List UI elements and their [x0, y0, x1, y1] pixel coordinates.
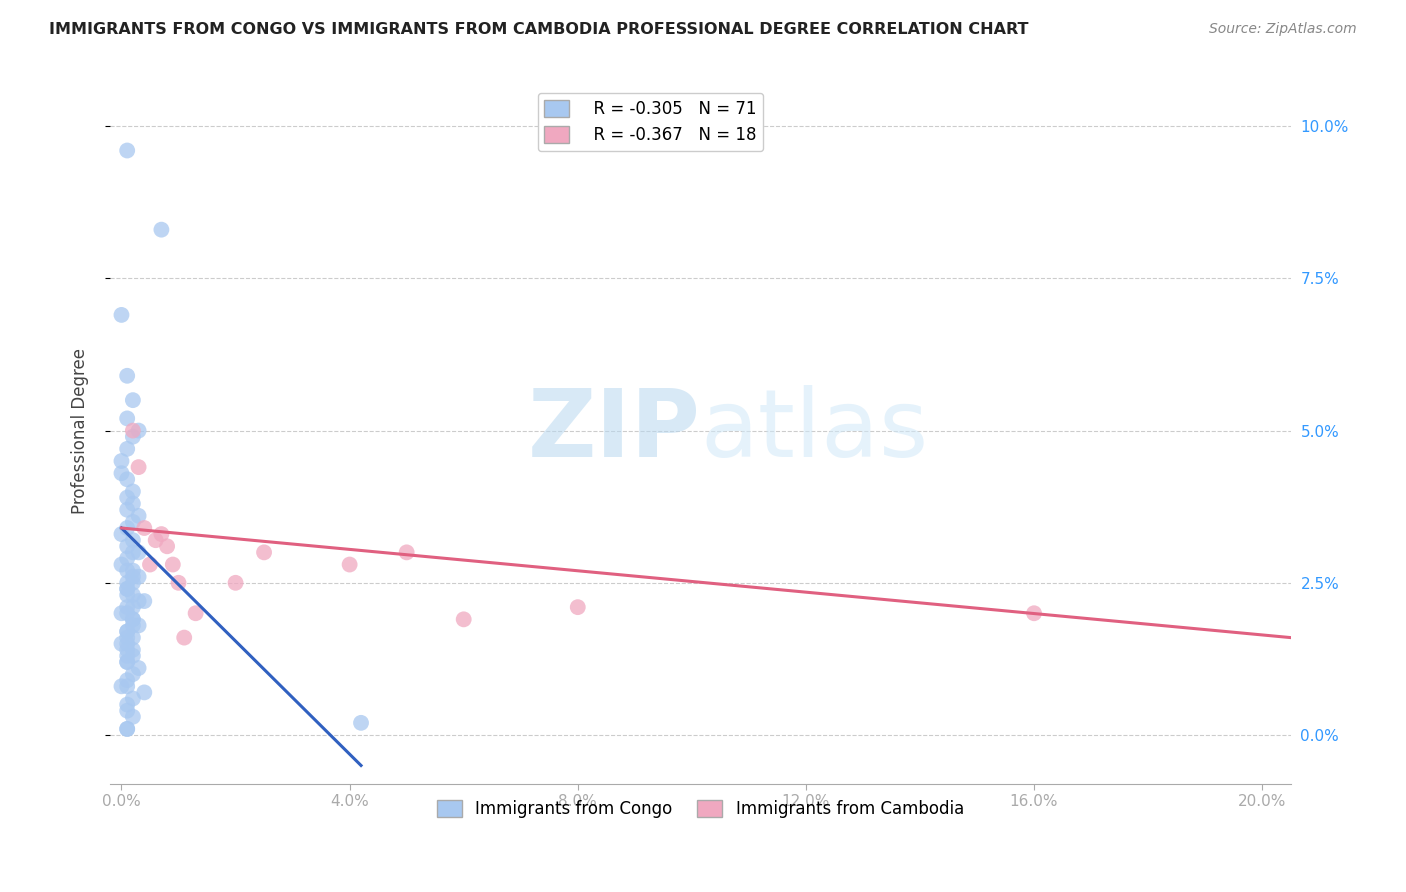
Point [115, 582, 138, 596]
Point [122, 515, 145, 529]
Point [122, 710, 145, 724]
Point [122, 575, 145, 590]
Point [115, 698, 138, 712]
Point [122, 691, 145, 706]
Point [350, 715, 373, 730]
Point [128, 618, 150, 632]
Point [122, 564, 145, 578]
Point [122, 631, 145, 645]
Point [184, 606, 207, 620]
Point [115, 575, 138, 590]
Point [134, 685, 156, 699]
Point [115, 442, 138, 456]
Point [115, 722, 138, 736]
Point [122, 430, 145, 444]
Point [1022, 606, 1045, 620]
Point [115, 551, 138, 566]
Point [150, 222, 173, 236]
Point [115, 704, 138, 718]
Text: Source: ZipAtlas.com: Source: ZipAtlas.com [1209, 22, 1357, 37]
Point [115, 539, 138, 553]
Point [115, 472, 138, 486]
Text: ZIP: ZIP [527, 384, 700, 476]
Point [134, 594, 156, 608]
Point [128, 570, 150, 584]
Point [122, 424, 145, 438]
Point [110, 308, 132, 322]
Point [115, 582, 138, 596]
Point [122, 600, 145, 615]
Point [115, 502, 138, 516]
Point [139, 558, 162, 572]
Point [156, 539, 179, 553]
Point [122, 612, 145, 626]
Point [115, 491, 138, 505]
Point [122, 570, 145, 584]
Point [115, 600, 138, 615]
Point [128, 661, 150, 675]
Point [122, 484, 145, 499]
Point [110, 679, 132, 693]
Point [115, 673, 138, 688]
Point [110, 527, 132, 541]
Point [115, 564, 138, 578]
Legend: Immigrants from Congo, Immigrants from Cambodia: Immigrants from Congo, Immigrants from C… [430, 793, 970, 825]
Point [453, 612, 475, 626]
Point [115, 648, 138, 663]
Point [225, 575, 247, 590]
Point [122, 642, 145, 657]
Point [253, 545, 276, 559]
Point [122, 533, 145, 548]
Point [122, 497, 145, 511]
Point [122, 648, 145, 663]
Point [115, 521, 138, 535]
Point [128, 424, 150, 438]
Point [128, 508, 150, 523]
Point [110, 606, 132, 620]
Point [115, 624, 138, 639]
Text: IMMIGRANTS FROM CONGO VS IMMIGRANTS FROM CAMBODIA PROFESSIONAL DEGREE CORRELATIO: IMMIGRANTS FROM CONGO VS IMMIGRANTS FROM… [49, 22, 1029, 37]
Point [110, 558, 132, 572]
Point [115, 722, 138, 736]
Point [115, 655, 138, 669]
Point [115, 679, 138, 693]
Point [145, 533, 167, 548]
Point [115, 655, 138, 669]
Point [173, 631, 195, 645]
Point [122, 618, 145, 632]
Point [122, 588, 145, 602]
Point [339, 558, 361, 572]
Point [162, 558, 184, 572]
Point [128, 594, 150, 608]
Point [115, 144, 138, 158]
Point [115, 631, 138, 645]
Point [110, 637, 132, 651]
Point [115, 588, 138, 602]
Point [110, 467, 132, 481]
Y-axis label: Professional Degree: Professional Degree [72, 348, 89, 514]
Point [150, 527, 173, 541]
Point [567, 600, 589, 615]
Point [122, 393, 145, 408]
Point [395, 545, 418, 559]
Point [115, 637, 138, 651]
Point [167, 575, 190, 590]
Point [115, 411, 138, 425]
Point [122, 667, 145, 681]
Point [115, 642, 138, 657]
Point [115, 368, 138, 383]
Point [115, 606, 138, 620]
Point [115, 624, 138, 639]
Text: atlas: atlas [700, 384, 928, 476]
Point [134, 521, 156, 535]
Point [128, 460, 150, 475]
Point [110, 454, 132, 468]
Point [122, 612, 145, 626]
Point [128, 545, 150, 559]
Point [122, 545, 145, 559]
